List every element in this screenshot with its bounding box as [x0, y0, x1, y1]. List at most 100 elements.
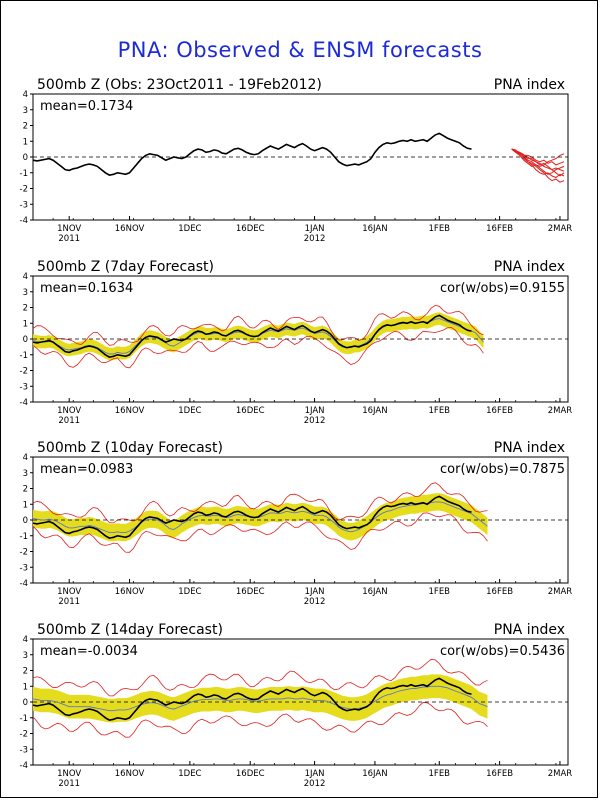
y-tick-label: -1: [20, 351, 28, 361]
y-tick-label: 2: [23, 122, 28, 132]
x-tick-label: 1FEB: [429, 224, 451, 234]
member-envelope-lower: [32, 512, 488, 553]
spread-band: [33, 674, 488, 723]
member-envelope-upper: [32, 482, 488, 524]
member-forecast-line: [511, 148, 565, 177]
x-tick-label: 2MAR: [548, 587, 573, 597]
x-tick-label: 2MAR: [548, 224, 573, 234]
x-tick-label: 1DEC: [178, 769, 201, 779]
member-forecast-line: [511, 148, 565, 183]
x-tick-label: 1FEB: [429, 587, 451, 597]
x-tick-label: 1DEC: [178, 406, 201, 416]
x-tick-label: 16JAN: [362, 587, 387, 597]
observed-line: [32, 495, 472, 539]
main-title: PNA: Observed & ENSM forecasts: [117, 38, 483, 62]
x-tick-label: 16FEB: [486, 224, 513, 234]
y-tick-label: -4: [20, 398, 28, 408]
x-tick-label: 16JAN: [362, 406, 387, 416]
x-tick-year: 2012: [304, 416, 326, 426]
x-tick-label: 1JAN: [305, 587, 325, 597]
member-forecast-line: [511, 148, 565, 166]
y-tick-label: 4: [23, 453, 28, 463]
panel-title: 500mb Z (14day Forecast): [37, 622, 223, 638]
mean-label: mean=0.1634: [40, 281, 133, 296]
cor-label: cor(w/obs)=0.9155: [440, 281, 565, 296]
mean-label: mean=-0.0034: [40, 644, 138, 659]
panel-title: 500mb Z (7day Forecast): [37, 259, 214, 275]
x-tick-label: 16DEC: [236, 224, 265, 234]
y-tick-label: 3: [23, 651, 28, 661]
x-tick-label: 16FEB: [486, 587, 513, 597]
mean-label: mean=0.0983: [40, 462, 133, 477]
x-tick-label: 16NOV: [115, 769, 145, 779]
x-tick-label: 1DEC: [178, 587, 201, 597]
member-envelope-upper: [32, 304, 484, 346]
panel-right-title: PNA index: [494, 440, 565, 456]
y-tick-label: -2: [20, 367, 28, 377]
y-tick-label: 4: [23, 272, 28, 282]
y-tick-label: 1: [23, 137, 28, 147]
y-tick-label: 2: [23, 304, 28, 314]
mean-label: mean=0.1734: [40, 99, 133, 114]
x-tick-label: 1NOV: [57, 769, 81, 779]
panel-title: 500mb Z (10day Forecast): [37, 440, 223, 456]
member-envelope-lower: [32, 701, 488, 738]
y-tick-label: 2: [23, 485, 28, 495]
x-tick-label: 16DEC: [236, 769, 265, 779]
x-tick-label: 1FEB: [429, 769, 451, 779]
cor-label: cor(w/obs)=0.7875: [440, 462, 565, 477]
panel-right-title: PNA index: [494, 259, 565, 275]
y-tick-label: 3: [23, 106, 28, 116]
y-tick-label: -4: [20, 761, 28, 771]
observed-line: [32, 132, 472, 176]
y-tick-label: 0: [23, 516, 28, 526]
x-tick-label: 2MAR: [548, 406, 573, 416]
x-tick-label: 16NOV: [115, 224, 145, 234]
y-tick-label: -1: [20, 714, 28, 724]
y-tick-label: 0: [23, 335, 28, 345]
x-tick-label: 2MAR: [548, 769, 573, 779]
panel-title: 500mb Z (Obs: 23Oct2011 - 19Feb2012): [37, 77, 322, 93]
observed-line: [32, 314, 472, 358]
ensemble-mean-line: [32, 501, 488, 534]
y-tick-label: 1: [23, 682, 28, 692]
member-forecast-line: [511, 148, 565, 167]
x-tick-label: 1JAN: [305, 769, 325, 779]
y-tick-label: -4: [20, 579, 28, 589]
observed-line: [32, 677, 472, 721]
x-tick-label: 16FEB: [486, 769, 513, 779]
x-tick-label: 16NOV: [115, 587, 145, 597]
x-tick-label: 1DEC: [178, 224, 201, 234]
y-tick-label: -4: [20, 216, 28, 226]
y-tick-label: -3: [20, 563, 28, 573]
x-tick-label: 1NOV: [57, 587, 81, 597]
x-tick-year: 2012: [304, 597, 326, 607]
x-tick-label: 1FEB: [429, 406, 451, 416]
cor-label: cor(w/obs)=0.5436: [440, 644, 565, 659]
y-tick-label: 1: [23, 500, 28, 510]
y-tick-label: 3: [23, 288, 28, 298]
x-tick-label: 1NOV: [57, 224, 81, 234]
y-tick-label: 0: [23, 153, 28, 163]
x-tick-label: 16NOV: [115, 406, 145, 416]
y-tick-label: -1: [20, 532, 28, 542]
y-tick-label: 0: [23, 698, 28, 708]
y-tick-label: 4: [23, 635, 28, 645]
y-tick-label: 2: [23, 667, 28, 677]
panel-right-title: PNA index: [494, 622, 565, 638]
y-tick-label: -2: [20, 548, 28, 558]
member-envelope-upper: [32, 658, 488, 697]
x-tick-label: 16FEB: [486, 406, 513, 416]
y-tick-label: 4: [23, 90, 28, 100]
x-tick-label: 16DEC: [236, 406, 265, 416]
x-tick-year: 2011: [58, 597, 80, 607]
